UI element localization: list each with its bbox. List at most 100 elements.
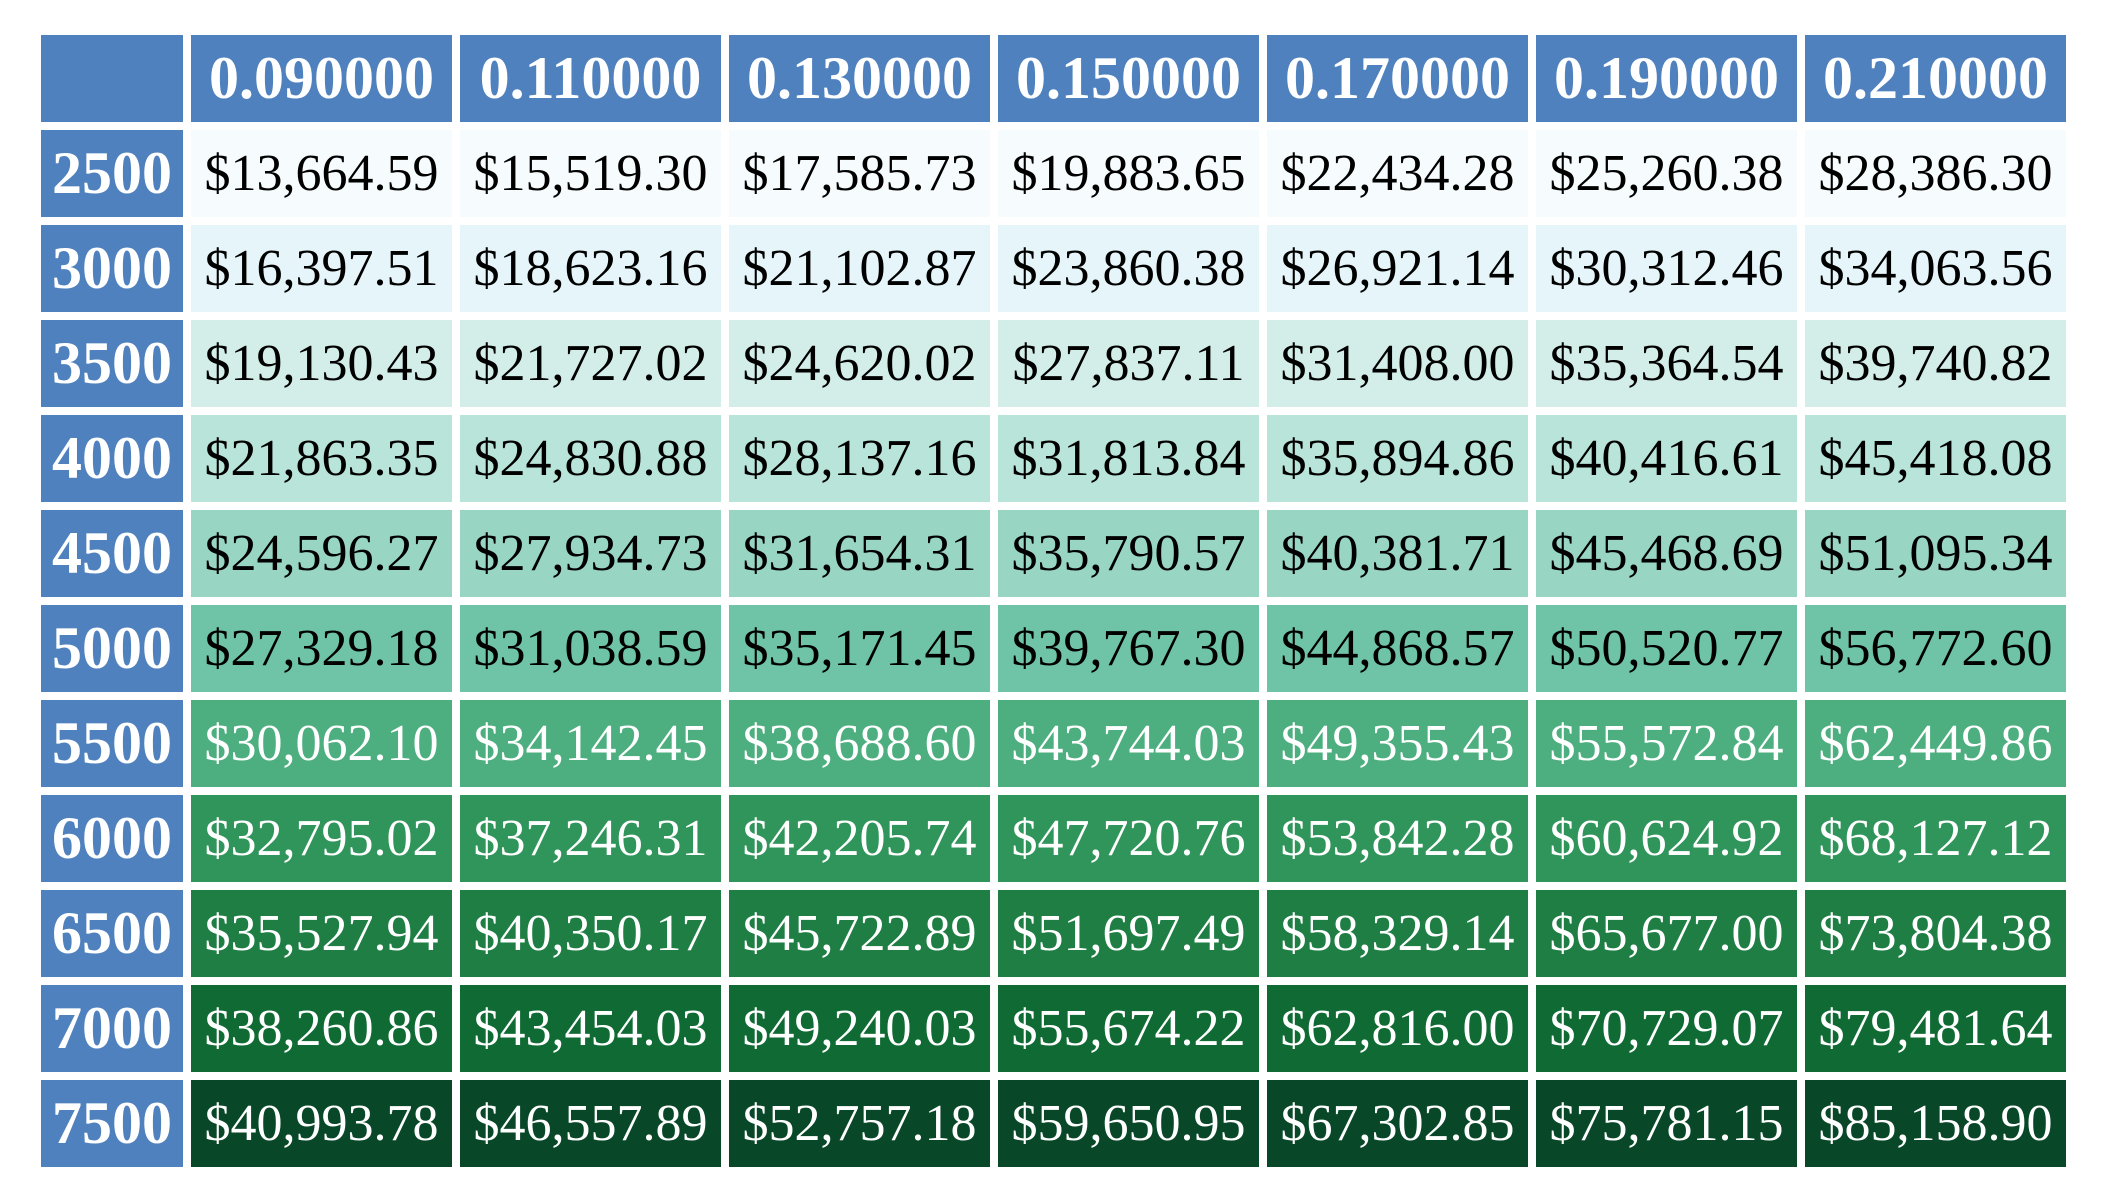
- table-cell: $39,740.82: [1805, 320, 2066, 407]
- table-cell: $56,772.60: [1805, 605, 2066, 692]
- table-cell: $52,757.18: [729, 1080, 990, 1167]
- table-cell: $43,744.03: [998, 700, 1259, 787]
- table-cell: $53,842.28: [1267, 795, 1528, 882]
- table-cell: $19,130.43: [191, 320, 452, 407]
- table-cell: $68,127.12: [1805, 795, 2066, 882]
- row-header: 7500: [41, 1080, 183, 1167]
- table-cell: $37,246.31: [460, 795, 721, 882]
- table-cell: $44,868.57: [1267, 605, 1528, 692]
- table-cell: $23,860.38: [998, 225, 1259, 312]
- table-cell: $19,883.65: [998, 130, 1259, 217]
- row-header: 6000: [41, 795, 183, 882]
- table-row: 4500 $24,596.27 $27,934.73 $31,654.31 $35,79…: [41, 510, 2066, 597]
- table-cell: $21,863.35: [191, 415, 452, 502]
- table-cell: $32,795.02: [191, 795, 452, 882]
- table-cell: $28,386.30: [1805, 130, 2066, 217]
- table-row: 4000 $21,863.35 $24,830.88 $28,137.16 $31,81…: [41, 415, 2066, 502]
- table-cell: $38,688.60: [729, 700, 990, 787]
- table-cell: $50,520.77: [1536, 605, 1797, 692]
- row-header: 3000: [41, 225, 183, 312]
- table-cell: $45,468.69: [1536, 510, 1797, 597]
- table-cell: $21,102.87: [729, 225, 990, 312]
- table-cell: $45,722.89: [729, 890, 990, 977]
- table-row: 6000 $32,795.02 $37,246.31 $42,205.74 $47,72…: [41, 795, 2066, 882]
- table-cell: $35,527.94: [191, 890, 452, 977]
- column-header: 0.190000: [1536, 35, 1797, 122]
- table-cell: $22,434.28: [1267, 130, 1528, 217]
- column-header: 0.170000: [1267, 35, 1528, 122]
- table-cell: $34,063.56: [1805, 225, 2066, 312]
- table-cell: $27,934.73: [460, 510, 721, 597]
- table-cell: $34,142.45: [460, 700, 721, 787]
- table-cell: $55,572.84: [1536, 700, 1797, 787]
- table-row: 6500 $35,527.94 $40,350.17 $45,722.89 $51,69…: [41, 890, 2066, 977]
- table-cell: $30,312.46: [1536, 225, 1797, 312]
- table-cell: $70,729.07: [1536, 985, 1797, 1072]
- table-cell: $27,837.11: [998, 320, 1259, 407]
- table-cell: $49,240.03: [729, 985, 990, 1072]
- row-header: 5500: [41, 700, 183, 787]
- table-cell: $35,171.45: [729, 605, 990, 692]
- table-cell: $51,697.49: [998, 890, 1259, 977]
- table-cell: $65,677.00: [1536, 890, 1797, 977]
- table-cell: $75,781.15: [1536, 1080, 1797, 1167]
- table-cell: $40,416.61: [1536, 415, 1797, 502]
- table-cell: $46,557.89: [460, 1080, 721, 1167]
- row-header: 4500: [41, 510, 183, 597]
- table-cell: $40,381.71: [1267, 510, 1528, 597]
- table-cell: $26,921.14: [1267, 225, 1528, 312]
- table-cell: $24,596.27: [191, 510, 452, 597]
- data-table-container: 0.090000 0.110000 0.130000 0.150000 0.170000…: [41, 35, 2066, 1167]
- row-header: 2500: [41, 130, 183, 217]
- table-cell: $38,260.86: [191, 985, 452, 1072]
- table-cell: $43,454.03: [460, 985, 721, 1072]
- table-cell: $79,481.64: [1805, 985, 2066, 1072]
- table-cell: $35,894.86: [1267, 415, 1528, 502]
- table-cell: $24,620.02: [729, 320, 990, 407]
- table-row: 3500 $19,130.43 $21,727.02 $24,620.02 $27,83…: [41, 320, 2066, 407]
- table-row: 5500 $30,062.10 $34,142.45 $38,688.60 $43,74…: [41, 700, 2066, 787]
- table-row: 7000 $38,260.86 $43,454.03 $49,240.03 $55,67…: [41, 985, 2066, 1072]
- table-cell: $40,350.17: [460, 890, 721, 977]
- table-cell: $49,355.43: [1267, 700, 1528, 787]
- row-header: 4000: [41, 415, 183, 502]
- table-cell: $39,767.30: [998, 605, 1259, 692]
- column-header: 0.150000: [998, 35, 1259, 122]
- table-cell: $51,095.34: [1805, 510, 2066, 597]
- table-cell: $55,674.22: [998, 985, 1259, 1072]
- table-cell: $59,650.95: [998, 1080, 1259, 1167]
- table-cell: $27,329.18: [191, 605, 452, 692]
- table-cell: $15,519.30: [460, 130, 721, 217]
- table-cell: $31,408.00: [1267, 320, 1528, 407]
- column-header: 0.210000: [1805, 35, 2066, 122]
- table-body: 2500 $13,664.59 $15,519.30 $17,585.73 $19,88…: [41, 130, 2066, 1167]
- table-row: 5000 $27,329.18 $31,038.59 $35,171.45 $39,76…: [41, 605, 2066, 692]
- column-header: 0.110000: [460, 35, 721, 122]
- table-cell: $67,302.85: [1267, 1080, 1528, 1167]
- table-cell: $60,624.92: [1536, 795, 1797, 882]
- table-cell: $25,260.38: [1536, 130, 1797, 217]
- table-cell: $18,623.16: [460, 225, 721, 312]
- column-header: 0.090000: [191, 35, 452, 122]
- table-cell: $31,038.59: [460, 605, 721, 692]
- table-row: 2500 $13,664.59 $15,519.30 $17,585.73 $19,88…: [41, 130, 2066, 217]
- table-cell: $45,418.08: [1805, 415, 2066, 502]
- table-cell: $24,830.88: [460, 415, 721, 502]
- table-cell: $85,158.90: [1805, 1080, 2066, 1167]
- table-cell: $73,804.38: [1805, 890, 2066, 977]
- column-header: 0.130000: [729, 35, 990, 122]
- table-cell: $47,720.76: [998, 795, 1259, 882]
- table-row: 7500 $40,993.78 $46,557.89 $52,757.18 $59,65…: [41, 1080, 2066, 1167]
- table-cell: $62,449.86: [1805, 700, 2066, 787]
- table-cell: $21,727.02: [460, 320, 721, 407]
- table-row: 3000 $16,397.51 $18,623.16 $21,102.87 $23,86…: [41, 225, 2066, 312]
- row-header: 6500: [41, 890, 183, 977]
- corner-cell: [41, 35, 183, 122]
- table-cell: $13,664.59: [191, 130, 452, 217]
- table-cell: $30,062.10: [191, 700, 452, 787]
- header-row: 0.090000 0.110000 0.130000 0.150000 0.170000…: [41, 35, 2066, 122]
- data-table: 0.090000 0.110000 0.130000 0.150000 0.170000…: [33, 27, 2074, 1175]
- row-header: 3500: [41, 320, 183, 407]
- table-cell: $35,364.54: [1536, 320, 1797, 407]
- table-cell: $17,585.73: [729, 130, 990, 217]
